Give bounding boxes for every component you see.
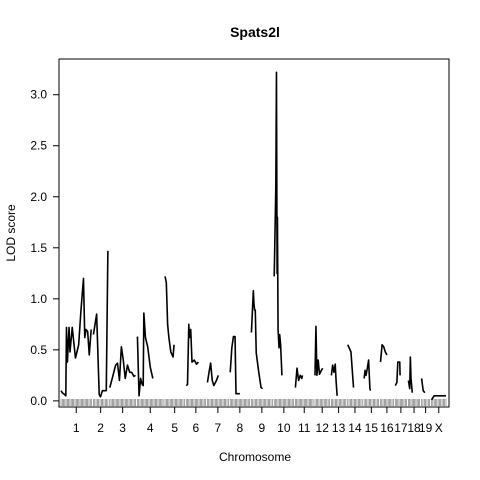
lod-line-chr-8 [229, 335, 240, 395]
lod-line-chr-15 [363, 359, 372, 391]
lod-line-chr-7 [206, 362, 220, 387]
chromosome-label: 6 [193, 421, 200, 435]
lod-line-chr-3 [109, 345, 136, 388]
chromosome-label: 17 [394, 421, 408, 435]
chromosome-label: 8 [237, 421, 244, 435]
chromosome-label: 19 [419, 421, 433, 435]
y-tick-label: 2.0 [30, 190, 47, 204]
chromosome-label: 9 [259, 421, 266, 435]
lod-line-chr-13 [330, 363, 338, 396]
chromosome-label: 11 [298, 421, 311, 435]
chromosome-label: 5 [171, 421, 178, 435]
chromosome-label: 15 [365, 421, 379, 435]
lod-line-chr-1 [60, 277, 92, 397]
lod-line-chr-10 [273, 71, 283, 376]
chromosome-label: 12 [316, 421, 330, 435]
y-tick-label: 3.0 [30, 88, 47, 102]
y-tick-label: 2.5 [30, 139, 47, 153]
lod-line-chr-X [430, 394, 446, 401]
chromosome-label: 14 [348, 421, 362, 435]
y-tick-label: 1.5 [30, 241, 47, 255]
chromosome-label: 2 [97, 421, 104, 435]
chart-title: Spats2l [230, 24, 280, 40]
lod-line-chr-11 [294, 367, 304, 388]
y-tick-label: 1.0 [30, 292, 47, 306]
lod-line-chr-6 [185, 323, 200, 387]
x-axis-label: Chromosome [219, 450, 291, 464]
y-axis-label: LOD score [4, 204, 18, 262]
chromosome-label: 13 [332, 421, 346, 435]
chromosome-label: 3 [119, 421, 126, 435]
chromosome-label: 10 [277, 421, 291, 435]
chromosome-label: X [435, 421, 443, 435]
lod-line-chr-18 [407, 356, 414, 393]
chromosome-label: 7 [215, 421, 222, 435]
marker-rug [60, 399, 447, 406]
y-axis: 0.0 0.5 1.0 1.5 2.0 2.5 3.0 [30, 88, 59, 408]
lod-line-chr-4 [136, 312, 154, 397]
lod-series [60, 71, 446, 401]
lod-line-chr-5 [164, 276, 175, 358]
lod-line-chr-9 [250, 289, 264, 390]
plot-frame [58, 58, 450, 408]
lod-line-chr-14 [347, 344, 355, 388]
y-tick-label: 0.5 [30, 343, 47, 357]
lod-line-chr-16 [379, 343, 388, 363]
lod-line-chr-17 [394, 361, 401, 386]
chromosome-label: 4 [147, 421, 154, 435]
chromosome-label: 16 [380, 421, 394, 435]
y-tick-label: 0.0 [30, 394, 47, 408]
lod-line-chr-2 [92, 250, 109, 398]
chromosome-label: 1 [73, 421, 80, 435]
lod-line-chr-12 [314, 325, 324, 377]
lod-line-chr-19 [420, 378, 426, 394]
chromosome-label: 18 [407, 421, 421, 435]
